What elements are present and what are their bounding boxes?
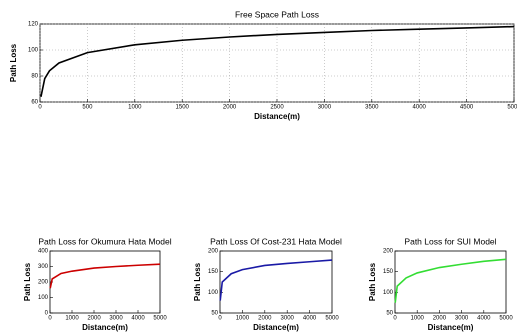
- data-line: [394, 258, 507, 303]
- x-tick-label: 4000: [303, 316, 317, 322]
- x-tick-label: 4000: [477, 316, 491, 322]
- x-tick-label: 0: [218, 316, 222, 322]
- x-tick-label: 3500: [365, 105, 379, 111]
- x-axis-label: Distance(m): [428, 323, 474, 332]
- y-tick-label: 60: [31, 100, 38, 106]
- data-line: [49, 263, 161, 289]
- chart-title: Path Loss for Okumura Hata Model: [38, 236, 171, 246]
- x-tick-label: 2500: [270, 105, 284, 111]
- x-tick-label: 3000: [318, 105, 332, 111]
- plot-area: [49, 250, 161, 314]
- x-tick-label: 1000: [65, 316, 79, 322]
- x-tick-label: 2000: [223, 105, 237, 111]
- data-line: [40, 25, 515, 97]
- y-tick-label: 200: [383, 249, 394, 255]
- data-line: [219, 259, 333, 301]
- x-axis-label: Distance(m): [82, 323, 128, 332]
- x-tick-label: 4000: [131, 316, 145, 322]
- x-tick-label: 1500: [176, 105, 190, 111]
- y-tick-label: 300: [38, 264, 49, 270]
- x-tick-label: 2000: [87, 316, 101, 322]
- y-axis-label: Path Loss: [193, 262, 202, 301]
- plot-area: [394, 250, 507, 314]
- x-tick-label: 1000: [128, 105, 142, 111]
- x-tick-label: 500: [82, 105, 93, 111]
- x-tick-label: 1000: [411, 316, 425, 322]
- x-tick-label: 3000: [109, 316, 123, 322]
- chart-title: Free Space Path Loss: [235, 9, 319, 19]
- chart-title: Path Loss for SUI Model: [404, 236, 496, 246]
- y-axis-label: Path Loss: [9, 43, 18, 82]
- y-tick-label: 100: [383, 290, 394, 296]
- plot-area: [219, 250, 333, 314]
- x-tick-label: 4500: [460, 105, 474, 111]
- x-axis-label: Distance(m): [253, 323, 299, 332]
- x-tick-label: 3000: [455, 316, 469, 322]
- x-axis-label: Distance(m): [254, 112, 300, 121]
- y-tick-label: 100: [38, 295, 49, 301]
- y-tick-label: 100: [28, 48, 39, 54]
- x-tick-label: 5000: [499, 316, 513, 322]
- x-tick-label: 3000: [281, 316, 295, 322]
- x-tick-label: 0: [393, 316, 397, 322]
- y-tick-label: 200: [38, 280, 49, 286]
- y-tick-label: 150: [208, 269, 219, 275]
- y-tick-label: 400: [38, 249, 49, 255]
- x-tick-label: 2000: [433, 316, 447, 322]
- x-tick-label: 5000: [153, 316, 167, 322]
- y-axis-label: Path Loss: [23, 262, 32, 301]
- y-axis-label: Path Loss: [368, 262, 377, 301]
- x-tick-label: 0: [48, 316, 52, 322]
- chart-title: Path Loss Of Cost-231 Hata Model: [210, 236, 342, 246]
- y-tick-label: 200: [208, 249, 219, 255]
- x-tick-label: 2000: [258, 316, 272, 322]
- x-tick-label: 1000: [236, 316, 250, 322]
- y-tick-label: 50: [386, 311, 393, 317]
- y-tick-label: 150: [383, 269, 394, 275]
- x-tick-label: 4000: [413, 105, 427, 111]
- y-tick-label: 120: [28, 22, 39, 28]
- y-tick-label: 0: [45, 311, 49, 317]
- y-tick-label: 80: [31, 74, 38, 80]
- x-tick-label: 5000: [507, 105, 517, 111]
- x-tick-label: 5000: [325, 316, 339, 322]
- y-tick-label: 50: [211, 311, 218, 317]
- y-tick-label: 100: [208, 290, 219, 296]
- x-tick-label: 0: [38, 105, 42, 111]
